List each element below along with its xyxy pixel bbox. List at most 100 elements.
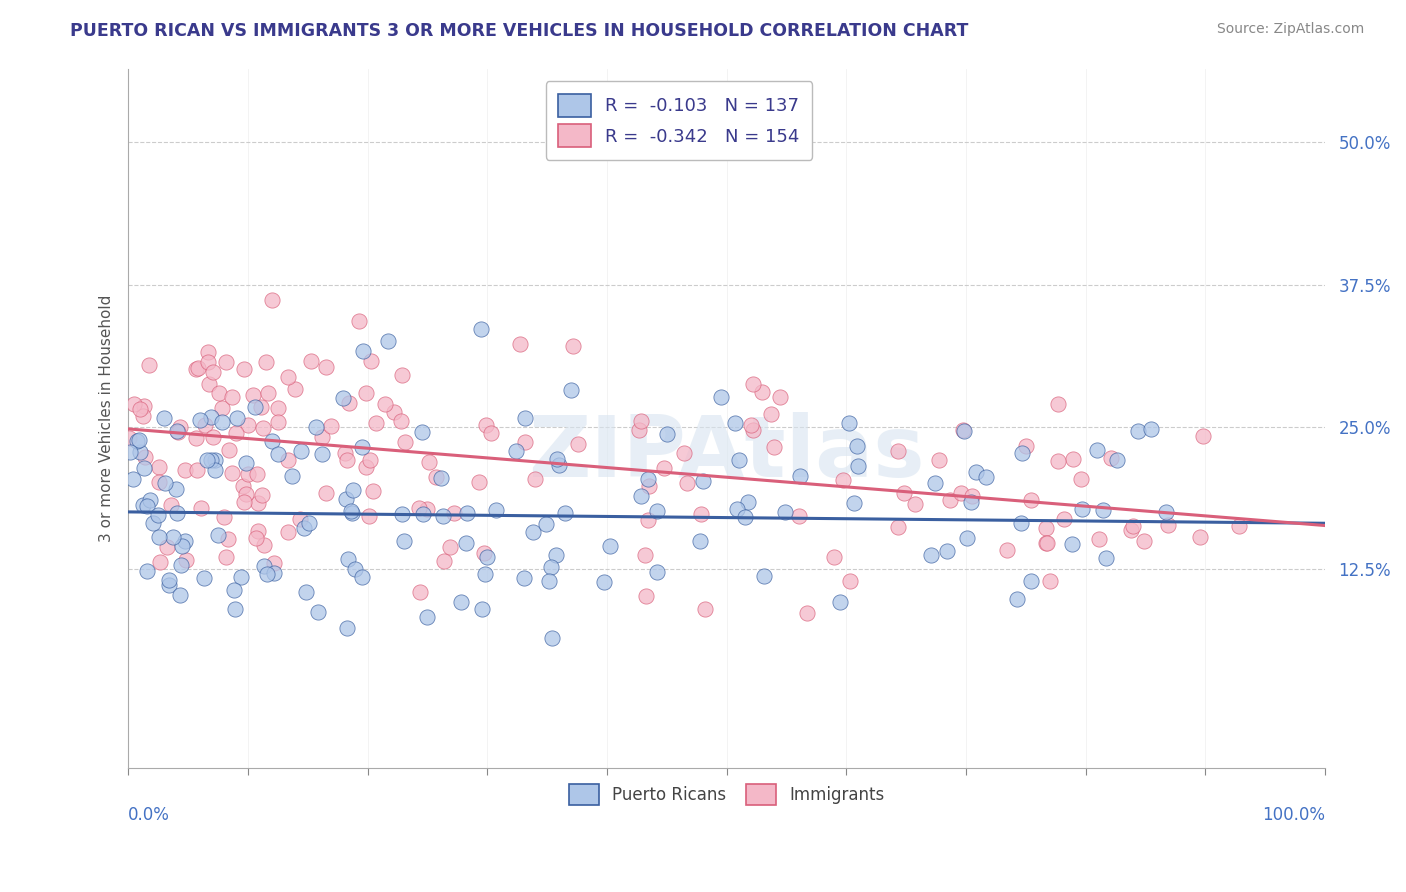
Point	[335, 491, 357, 506]
Point	[974, 470, 997, 484]
Point	[201, 365, 224, 379]
Point	[242, 388, 264, 402]
Point	[1007, 591, 1029, 606]
Point	[599, 539, 621, 553]
Point	[1035, 536, 1057, 550]
Point	[194, 418, 217, 433]
Point	[775, 505, 797, 519]
Point	[263, 556, 285, 570]
Point	[636, 589, 658, 603]
Point	[384, 405, 406, 419]
Point	[174, 534, 197, 549]
Point	[637, 479, 659, 493]
Point	[218, 443, 240, 458]
Point	[221, 390, 243, 404]
Point	[148, 475, 170, 490]
Point	[186, 463, 208, 477]
Point	[689, 533, 711, 548]
Point	[1053, 512, 1076, 526]
Point	[157, 573, 180, 587]
Point	[846, 439, 869, 453]
Point	[197, 354, 219, 368]
Point	[692, 475, 714, 489]
Point	[443, 506, 465, 520]
Point	[215, 550, 238, 565]
Point	[823, 549, 845, 564]
Point	[360, 354, 382, 368]
Point	[522, 525, 544, 540]
Point	[956, 531, 979, 545]
Point	[475, 549, 498, 564]
Point	[1070, 472, 1092, 486]
Point	[1128, 424, 1150, 438]
Point	[960, 495, 983, 509]
Point	[920, 548, 942, 562]
Point	[724, 417, 747, 431]
Point	[204, 463, 226, 477]
Point	[352, 570, 374, 584]
Point	[134, 450, 156, 464]
Point	[742, 377, 765, 392]
Point	[411, 425, 433, 440]
Point	[886, 443, 908, 458]
Point	[153, 410, 176, 425]
Point	[246, 467, 269, 481]
Point	[848, 458, 870, 473]
Point	[190, 501, 212, 516]
Point	[652, 461, 675, 475]
Point	[742, 423, 765, 437]
Point	[1121, 524, 1143, 538]
Point	[734, 509, 756, 524]
Point	[627, 423, 650, 437]
Point	[593, 575, 616, 590]
Point	[125, 434, 148, 448]
Point	[200, 409, 222, 424]
Point	[157, 578, 180, 592]
Point	[148, 459, 170, 474]
Point	[935, 543, 957, 558]
Point	[277, 369, 299, 384]
Point	[250, 488, 273, 502]
Point	[1047, 397, 1070, 411]
Point	[995, 543, 1018, 558]
Point	[134, 460, 156, 475]
Point	[135, 499, 157, 513]
Point	[229, 570, 252, 584]
Point	[1035, 536, 1057, 550]
Point	[1019, 493, 1042, 508]
Point	[1191, 429, 1213, 443]
Point	[263, 566, 285, 581]
Point	[537, 574, 560, 589]
Point	[676, 475, 699, 490]
Point	[267, 447, 290, 461]
Point	[149, 555, 172, 569]
Point	[1087, 442, 1109, 457]
Point	[1062, 451, 1084, 466]
Point	[333, 445, 356, 459]
Point	[637, 513, 659, 527]
Point	[1039, 574, 1062, 588]
Point	[1019, 574, 1042, 589]
Point	[128, 434, 150, 448]
Point	[340, 503, 363, 517]
Point	[256, 566, 278, 581]
Point	[232, 479, 254, 493]
Text: Source: ZipAtlas.com: Source: ZipAtlas.com	[1216, 22, 1364, 37]
Point	[1091, 503, 1114, 517]
Point	[471, 601, 494, 615]
Point	[432, 509, 454, 524]
Point	[439, 540, 461, 554]
Point	[544, 548, 567, 562]
Point	[129, 402, 152, 417]
Point	[117, 431, 139, 445]
Point	[132, 409, 155, 423]
Point	[546, 452, 568, 467]
Point	[221, 466, 243, 480]
Point	[939, 493, 962, 508]
Point	[170, 539, 193, 553]
Point	[673, 446, 696, 460]
Point	[336, 453, 359, 467]
Point	[160, 499, 183, 513]
Point	[217, 532, 239, 546]
Point	[295, 585, 318, 599]
